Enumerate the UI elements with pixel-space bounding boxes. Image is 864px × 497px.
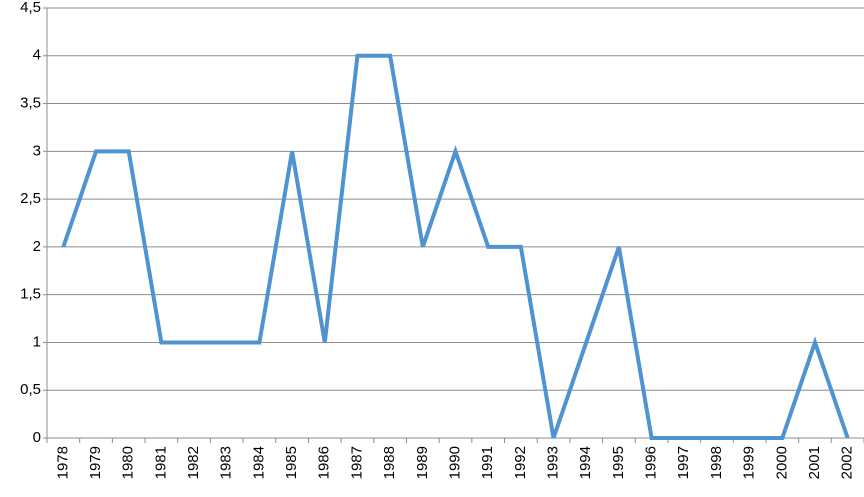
x-tick-label: 1995 bbox=[610, 446, 627, 479]
x-tick-label: 1996 bbox=[643, 446, 660, 479]
x-tick-label: 2000 bbox=[773, 446, 790, 479]
x-tick-label: 1982 bbox=[185, 446, 202, 479]
x-tick-label: 1985 bbox=[283, 446, 300, 479]
x-tick-label: 1998 bbox=[708, 446, 725, 479]
y-tick-label: 4 bbox=[33, 47, 41, 64]
y-tick-label: 3 bbox=[33, 142, 41, 159]
x-tick-label: 1987 bbox=[348, 446, 365, 479]
y-tick-label: 3,5 bbox=[20, 95, 41, 112]
x-tick-label: 1994 bbox=[577, 446, 594, 479]
x-tick-label: 1997 bbox=[675, 446, 692, 479]
x-tick-label: 1990 bbox=[446, 446, 463, 479]
y-tick-label: 2,5 bbox=[20, 190, 41, 207]
x-tick-label: 1981 bbox=[152, 446, 169, 479]
y-tick-label: 1,5 bbox=[20, 286, 41, 303]
y-tick-label: 0 bbox=[33, 429, 41, 446]
x-tick-label: 1989 bbox=[414, 446, 431, 479]
y-tick-label: 4,5 bbox=[20, 0, 41, 16]
x-tick-label: 1980 bbox=[120, 446, 137, 479]
x-tick-label: 2001 bbox=[806, 446, 823, 479]
x-tick-label: 1978 bbox=[54, 446, 71, 479]
x-tick-label: 1992 bbox=[512, 446, 529, 479]
x-tick-label: 1988 bbox=[381, 446, 398, 479]
x-tick-label: 1986 bbox=[316, 446, 333, 479]
y-tick-label: 0,5 bbox=[20, 381, 41, 398]
y-tick-label: 1 bbox=[33, 333, 41, 350]
x-tick-label: 1991 bbox=[479, 446, 496, 479]
data-line bbox=[61, 53, 850, 440]
y-tick-label: 2 bbox=[33, 238, 41, 255]
x-tick-label: 2002 bbox=[839, 446, 856, 479]
x-tick-label: 1979 bbox=[87, 446, 104, 479]
x-tick-label: 1993 bbox=[545, 446, 562, 479]
x-tick-label: 1984 bbox=[250, 446, 267, 479]
x-tick-label: 1999 bbox=[741, 446, 758, 479]
x-tick-label: 1983 bbox=[218, 446, 235, 479]
